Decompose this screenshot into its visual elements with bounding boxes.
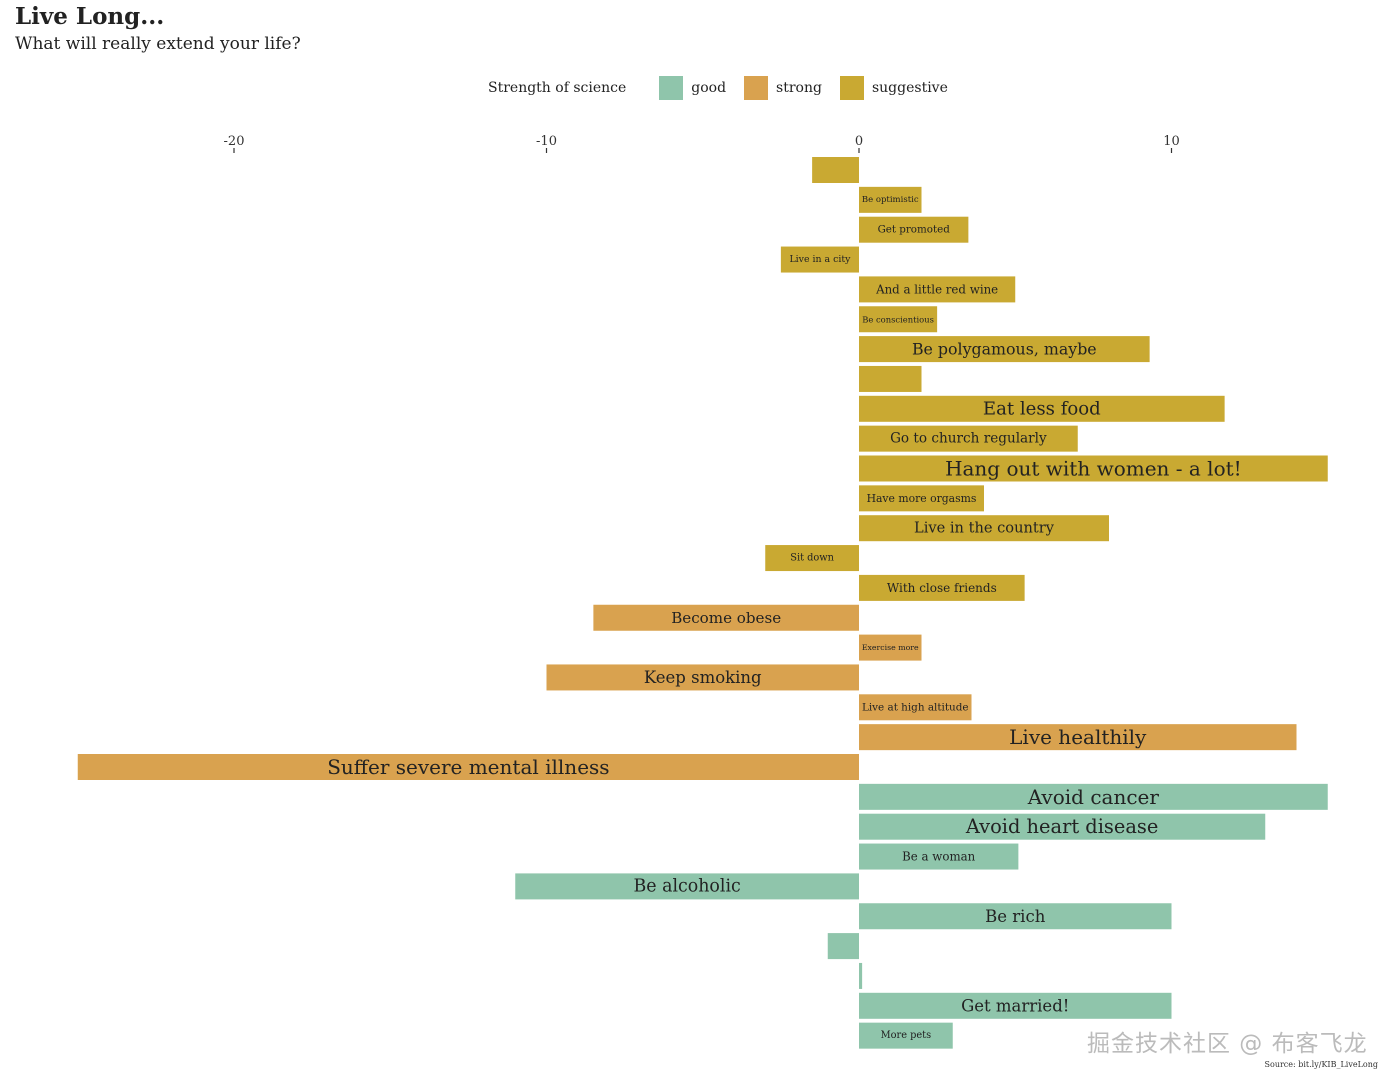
- bar-label: Eat less food: [983, 398, 1101, 419]
- bar: [859, 485, 984, 512]
- bar: [859, 515, 1109, 542]
- legend-label-good: good: [691, 80, 727, 96]
- bar-label: Sit down: [790, 553, 834, 564]
- x-tick-label: 10: [1163, 134, 1180, 149]
- bars-group: Be optimistic Get promoted Live in a city A…: [77, 157, 1328, 1049]
- bar: [859, 783, 1328, 810]
- bar: [77, 754, 859, 780]
- bar-label: Be conscientious: [862, 314, 934, 324]
- bar: [827, 933, 859, 960]
- bar: [859, 306, 938, 333]
- bar: [859, 574, 1025, 601]
- bar: [515, 873, 859, 900]
- legend-swatch-strong: [744, 76, 769, 100]
- bar-label: Hang out with women - a lot!: [945, 457, 1242, 481]
- bar: [859, 395, 1225, 422]
- chart-title: Live Long...: [15, 3, 165, 30]
- chart-subtitle: What will really extend your life?: [15, 34, 301, 54]
- x-tick-label: -20: [224, 134, 245, 149]
- bar: [859, 903, 1172, 930]
- bar: [780, 246, 859, 273]
- bar-label: Be alcoholic: [633, 876, 740, 896]
- legend: Strength of science good strong suggesti…: [488, 76, 966, 100]
- x-axis: -20 -10 0 10: [224, 134, 1180, 153]
- bar-label: Have more orgasms: [867, 492, 977, 505]
- legend-item-suggestive: suggestive: [839, 76, 948, 100]
- legend-title: Strength of science: [488, 80, 627, 96]
- bar-label: Live in the country: [914, 520, 1055, 537]
- bar-label: Become obese: [671, 609, 781, 627]
- bar-label: Be polygamous, maybe: [912, 340, 1097, 359]
- bar: [859, 962, 863, 989]
- bar: [765, 545, 859, 572]
- legend-label-suggestive: suggestive: [871, 80, 948, 96]
- bar-label: Be a woman: [902, 850, 976, 864]
- bar: [859, 813, 1266, 840]
- bar-label: Keep smoking: [644, 668, 762, 687]
- bar-label: Live at high altitude: [862, 701, 969, 713]
- bar: [859, 216, 969, 243]
- bar: [859, 634, 922, 661]
- bar-label: Exercise more: [862, 643, 919, 652]
- legend-item-strong: strong: [744, 76, 822, 100]
- bar: [859, 186, 922, 213]
- bar-label: Be rich: [985, 907, 1046, 926]
- bar-label: And a little red wine: [875, 282, 998, 296]
- bar: [859, 455, 1328, 482]
- bar-label: More pets: [881, 1030, 932, 1041]
- bar: [593, 604, 859, 631]
- bar: [859, 336, 1150, 363]
- bar-label: Go to church regularly: [890, 431, 1047, 447]
- x-tick-label: -10: [536, 134, 557, 149]
- x-tick-label: 0: [855, 134, 863, 149]
- bar-label: Get promoted: [878, 224, 951, 236]
- bar: [812, 157, 859, 183]
- source-note: Source: bit.ly/KIB_LiveLong: [1264, 1060, 1378, 1069]
- bar: [859, 425, 1078, 452]
- bar-label: With close friends: [887, 581, 997, 595]
- legend-swatch-suggestive: [839, 76, 864, 100]
- bar-label: Avoid cancer: [1027, 785, 1160, 809]
- bar: [859, 276, 1016, 303]
- bar: [859, 992, 1172, 1019]
- bar: [859, 694, 972, 721]
- legend-item-good: good: [659, 76, 726, 100]
- legend-label-strong: strong: [776, 80, 822, 96]
- bar: [859, 724, 1297, 751]
- bar-label: Live in a city: [789, 254, 851, 265]
- legend-swatch-good: [659, 76, 684, 100]
- bar: [859, 365, 922, 392]
- bar-label: Be optimistic: [862, 195, 919, 205]
- bar-label: Suffer severe mental illness: [327, 755, 609, 779]
- bar-label: Live healthily: [1009, 725, 1147, 749]
- bar: [859, 843, 1019, 870]
- watermark-text: 掘金技术社区 @ 布客飞龙: [1087, 1031, 1368, 1057]
- bar-label: Avoid heart disease: [965, 815, 1158, 838]
- bar: [546, 664, 859, 691]
- bar-label: Get married!: [961, 996, 1069, 1015]
- bar: [859, 1022, 953, 1049]
